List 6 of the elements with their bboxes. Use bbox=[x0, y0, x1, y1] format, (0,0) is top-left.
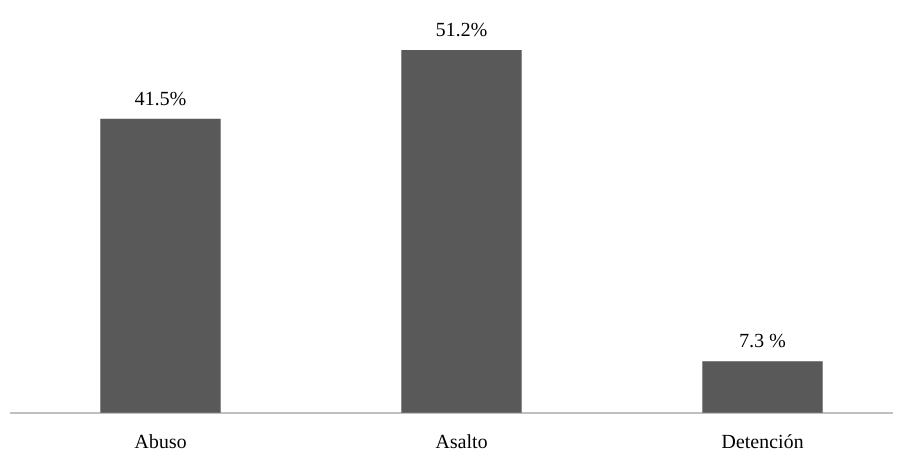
x-tick-label: Asalto bbox=[435, 431, 488, 453]
data-label: 51.2% bbox=[436, 19, 488, 41]
x-tick-label: Abuso bbox=[134, 431, 187, 453]
data-label: 41.5% bbox=[134, 88, 186, 110]
x-tick-label: Detención bbox=[721, 431, 804, 453]
data-label: 7.3 % bbox=[739, 330, 786, 352]
